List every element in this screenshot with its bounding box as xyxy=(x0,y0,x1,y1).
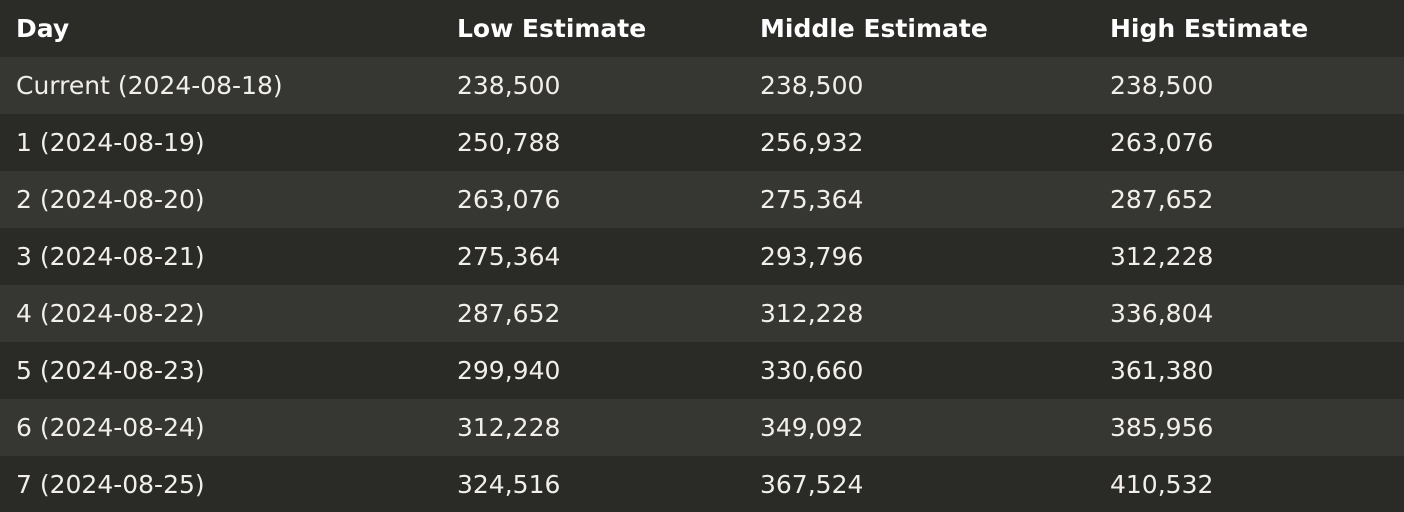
high-estimate-cell: 336,804 xyxy=(1110,285,1404,342)
low-estimate-cell: 287,652 xyxy=(457,285,760,342)
table-row: 6 (2024-08-24) 312,228 349,092 385,956 xyxy=(0,399,1404,456)
header-day: Day xyxy=(0,0,457,57)
high-estimate-cell: 312,228 xyxy=(1110,228,1404,285)
low-estimate-cell: 263,076 xyxy=(457,171,760,228)
middle-estimate-cell: 293,796 xyxy=(760,228,1110,285)
day-cell: Current (2024-08-18) xyxy=(0,57,457,114)
table-row: 2 (2024-08-20) 263,076 275,364 287,652 xyxy=(0,171,1404,228)
day-cell: 5 (2024-08-23) xyxy=(0,342,457,399)
high-estimate-cell: 263,076 xyxy=(1110,114,1404,171)
table-body: Current (2024-08-18) 238,500 238,500 238… xyxy=(0,57,1404,512)
low-estimate-cell: 312,228 xyxy=(457,399,760,456)
table-row: 7 (2024-08-25) 324,516 367,524 410,532 xyxy=(0,456,1404,512)
low-estimate-cell: 299,940 xyxy=(457,342,760,399)
day-cell: 7 (2024-08-25) xyxy=(0,456,457,512)
day-cell: 2 (2024-08-20) xyxy=(0,171,457,228)
middle-estimate-cell: 349,092 xyxy=(760,399,1110,456)
middle-estimate-cell: 367,524 xyxy=(760,456,1110,512)
high-estimate-cell: 287,652 xyxy=(1110,171,1404,228)
middle-estimate-cell: 275,364 xyxy=(760,171,1110,228)
table-header: Day Low Estimate Middle Estimate High Es… xyxy=(0,0,1404,57)
low-estimate-cell: 238,500 xyxy=(457,57,760,114)
day-cell: 4 (2024-08-22) xyxy=(0,285,457,342)
day-cell: 1 (2024-08-19) xyxy=(0,114,457,171)
day-cell: 3 (2024-08-21) xyxy=(0,228,457,285)
table-row: 1 (2024-08-19) 250,788 256,932 263,076 xyxy=(0,114,1404,171)
high-estimate-cell: 361,380 xyxy=(1110,342,1404,399)
low-estimate-cell: 324,516 xyxy=(457,456,760,512)
header-low-estimate: Low Estimate xyxy=(457,0,760,57)
day-cell: 6 (2024-08-24) xyxy=(0,399,457,456)
middle-estimate-cell: 238,500 xyxy=(760,57,1110,114)
middle-estimate-cell: 256,932 xyxy=(760,114,1110,171)
low-estimate-cell: 275,364 xyxy=(457,228,760,285)
middle-estimate-cell: 312,228 xyxy=(760,285,1110,342)
header-high-estimate: High Estimate xyxy=(1110,0,1404,57)
high-estimate-cell: 385,956 xyxy=(1110,399,1404,456)
high-estimate-cell: 238,500 xyxy=(1110,57,1404,114)
table-row: 4 (2024-08-22) 287,652 312,228 336,804 xyxy=(0,285,1404,342)
high-estimate-cell: 410,532 xyxy=(1110,456,1404,512)
table-row: Current (2024-08-18) 238,500 238,500 238… xyxy=(0,57,1404,114)
header-row: Day Low Estimate Middle Estimate High Es… xyxy=(0,0,1404,57)
middle-estimate-cell: 330,660 xyxy=(760,342,1110,399)
low-estimate-cell: 250,788 xyxy=(457,114,760,171)
table-row: 3 (2024-08-21) 275,364 293,796 312,228 xyxy=(0,228,1404,285)
header-middle-estimate: Middle Estimate xyxy=(760,0,1110,57)
table-row: 5 (2024-08-23) 299,940 330,660 361,380 xyxy=(0,342,1404,399)
